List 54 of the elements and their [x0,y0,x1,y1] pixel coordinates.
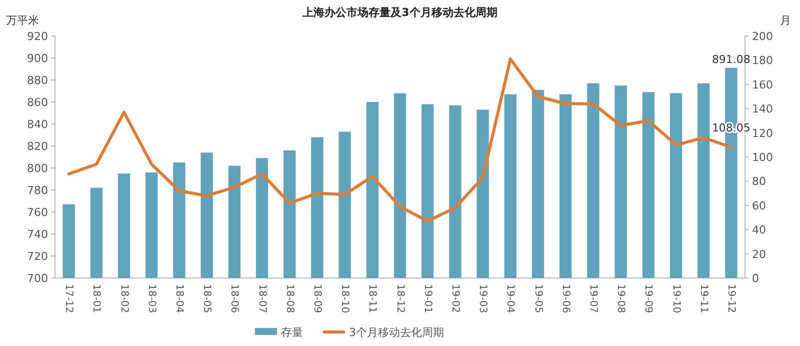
x-tick-label: 19-09 [642,284,654,314]
chart-title: 上海办公市场存量及3个月移动去化周期 [302,6,498,19]
legend-label: 存量 [281,326,303,339]
x-tick-label: 19-01 [422,284,433,314]
x-tick-label: 18-01 [90,284,102,314]
x-tick-label: 19-06 [560,284,571,314]
y-tick-label: 780 [27,184,48,197]
y2-tick-label: 100 [752,151,773,164]
x-tick-label: 19-02 [449,284,460,314]
y2-tick-label: 120 [752,126,773,140]
x-tick-label: 19-04 [504,284,516,314]
y2-tick-label: 160 [752,78,773,92]
x-tick-label: 19-11 [698,284,709,314]
y-axis-title: 万平米 [6,14,39,27]
x-tick-label: 18-03 [146,284,157,314]
y-tick-label: 920 [27,30,48,43]
x-tick-label: 19-07 [587,284,598,314]
y-tick-label: 880 [27,74,48,87]
legend-label: 3个月移动去化周期 [349,326,444,339]
x-tick-label: 18-10 [339,284,350,314]
y-tick-label: 820 [27,140,48,153]
data-label: 891.08 [712,52,750,66]
y-tick-label: 760 [27,206,48,219]
y2-tick-label: 140 [752,102,773,116]
y-tick-label: 840 [27,118,48,131]
y2-axis-title: 月 [780,14,791,27]
y2-tick-label: 0 [752,272,759,285]
x-tick-label: 17-12 [63,284,74,314]
y-tick-label: 860 [27,96,48,109]
x-tick-label: 18-05 [201,284,212,314]
x-tick-label: 18-04 [173,284,184,314]
x-tick-label: 19-08 [615,284,626,314]
y2-tick-label: 60 [752,199,766,212]
y-tick-label: 900 [27,52,48,65]
x-tick-label: 19-05 [532,284,544,314]
y-tick-label: 740 [27,228,48,241]
y-tick-label: 700 [27,272,48,285]
y2-tick-label: 40 [752,224,766,237]
x-tick-label: 18-09 [311,284,322,314]
x-tick-label: 19-10 [670,284,682,314]
y-tick-label: 800 [27,162,48,175]
x-tick-label: 18-02 [118,284,130,314]
x-tick-label: 18-11 [366,284,378,314]
y2-tick-label: 20 [752,248,766,261]
y2-tick-label: 180 [752,54,773,68]
y-tick-label: 720 [27,250,48,263]
x-tick-label: 18-07 [256,284,268,314]
y2-tick-label: 200 [752,30,773,43]
x-tick-label: 18-08 [284,284,295,314]
x-tick-label: 18-12 [394,284,406,314]
x-tick-label: 19-12 [725,284,736,314]
x-tick-label: 18-06 [228,284,240,314]
x-tick-label: 19-03 [477,284,488,314]
y2-tick-label: 80 [752,175,766,188]
